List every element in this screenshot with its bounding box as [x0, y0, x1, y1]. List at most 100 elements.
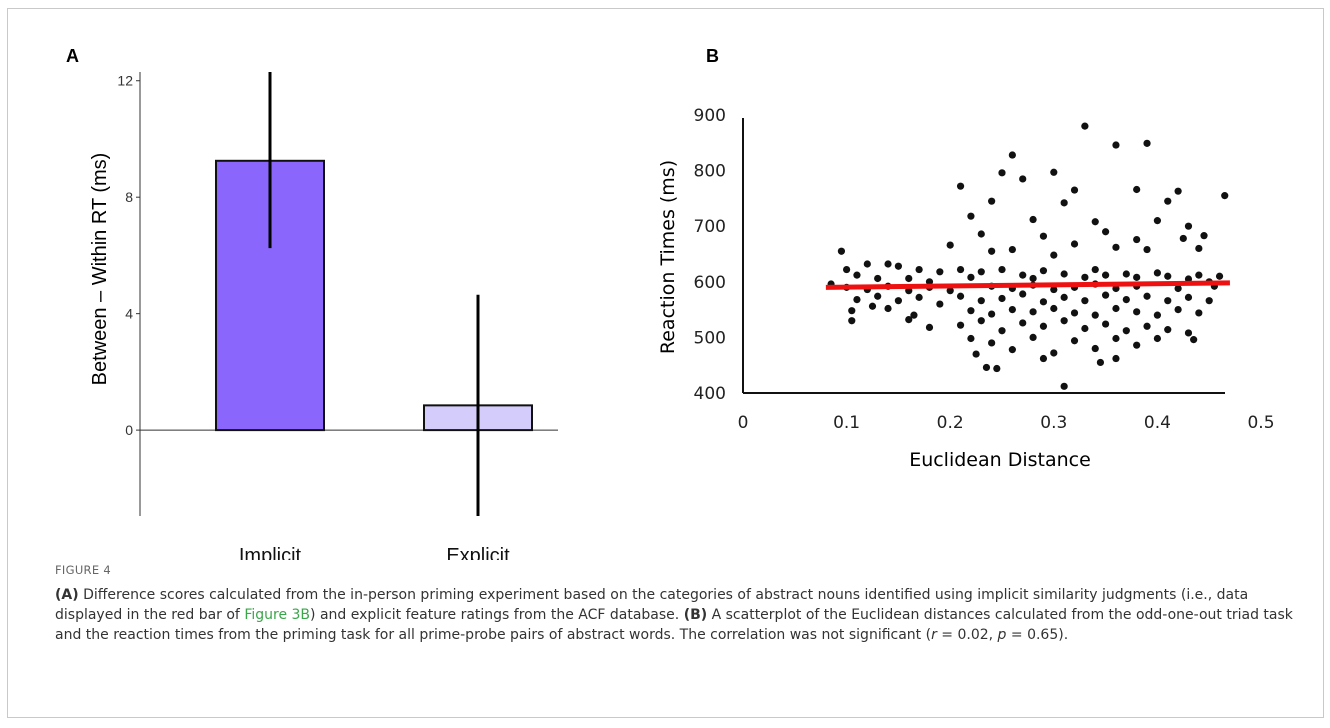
caption-a-text-1: Difference scores calculated from the in… [55, 587, 1249, 623]
data-point [1091, 311, 1099, 319]
data-point [1112, 334, 1120, 343]
ytick-label-b: 900 [694, 106, 726, 126]
data-point [915, 265, 923, 274]
data-point [905, 316, 913, 324]
data-point [1215, 272, 1224, 280]
data-point [1050, 285, 1058, 294]
data-point [956, 321, 965, 329]
data-point [1029, 274, 1037, 283]
data-point [1081, 273, 1089, 281]
ytick-label-b: 800 [694, 162, 726, 182]
data-point [1091, 218, 1099, 226]
ytick-label-a: 8 [125, 189, 133, 205]
data-point [946, 241, 954, 249]
data-point [1060, 270, 1068, 278]
data-point [853, 271, 861, 279]
axes-b [742, 118, 1225, 394]
data-point [1070, 337, 1079, 345]
data-point [1060, 382, 1068, 390]
data-point [925, 323, 934, 331]
data-point [998, 294, 1006, 303]
data-point [1060, 199, 1068, 207]
data-point [848, 307, 856, 315]
data-point [1190, 336, 1198, 344]
figure-3b-link[interactable]: Figure 3B [244, 607, 311, 623]
data-point [1122, 327, 1130, 335]
data-point [1195, 271, 1203, 279]
axes-a [139, 72, 558, 516]
data-point [1070, 240, 1079, 248]
data-point [1112, 304, 1120, 313]
data-point [946, 287, 954, 295]
data-point [1019, 319, 1027, 327]
yticks-a: 0 4 8 12 [117, 73, 140, 438]
data-point [1133, 273, 1141, 281]
data-point [884, 260, 892, 268]
data-point [1164, 197, 1172, 205]
bars-a [215, 159, 533, 432]
data-point [988, 247, 996, 255]
data-point [868, 302, 877, 310]
caption-a-text-2: ) and explicit feature ratings from the … [310, 607, 684, 623]
data-point [1091, 265, 1099, 274]
data-point [1153, 311, 1161, 319]
data-point [1008, 346, 1016, 354]
regression-line [825, 280, 1230, 290]
data-point [905, 274, 913, 283]
xtick-label-b: 0.2 [937, 413, 964, 433]
data-point [998, 327, 1006, 335]
data-point [1153, 269, 1161, 277]
data-point [1050, 304, 1058, 313]
panel-a-label: A [66, 46, 79, 66]
data-point [1039, 267, 1048, 275]
data-point [1164, 272, 1172, 280]
data-point [1050, 349, 1058, 357]
xticks-b: 0 0.1 0.2 0.3 0.4 0.5 [738, 413, 1275, 433]
data-point [1050, 168, 1058, 176]
data-point [1133, 185, 1141, 194]
data-point [1029, 333, 1037, 341]
data-point [874, 274, 882, 283]
data-point [1174, 187, 1182, 195]
data-point [1184, 222, 1193, 230]
data-point [972, 350, 980, 358]
data-point [988, 197, 996, 205]
caption-b-tag: (B) [683, 607, 708, 623]
ytick-label-b: 700 [694, 217, 726, 237]
data-point [1102, 291, 1110, 299]
data-point [1122, 295, 1130, 304]
data-point [925, 278, 934, 286]
data-point [977, 268, 985, 276]
scatter-chart-panel-b: 400 500 600 700 800 900 0 0.1 0.2 0.3 0.4 0.5 Reac… [657, 106, 1275, 471]
data-point [1153, 334, 1161, 343]
fit-line-b [825, 280, 1230, 290]
data-point [1081, 122, 1089, 130]
data-point [1122, 270, 1130, 278]
caption-p-symbol: p [997, 627, 1007, 643]
data-point [1179, 234, 1187, 243]
ytick-label-a: 0 [125, 422, 133, 438]
data-point [1143, 322, 1151, 330]
data-point [936, 300, 944, 308]
data-point [1081, 324, 1089, 333]
caption-r-value: = 0.02, [936, 627, 998, 643]
data-point [1153, 217, 1161, 225]
data-point [967, 273, 975, 281]
data-point [1200, 232, 1208, 240]
data-point [1008, 306, 1016, 314]
data-point [977, 317, 985, 325]
data-point [884, 304, 892, 313]
data-point [1039, 298, 1048, 306]
x-axis-label-b: Euclidean Distance [909, 449, 1091, 471]
xtick-label-b: 0.3 [1040, 413, 1067, 433]
category-label-implicit: Implicit [239, 545, 302, 560]
data-point [1112, 354, 1120, 363]
data-point [1096, 358, 1105, 367]
data-point [1195, 309, 1203, 317]
data-point [1070, 309, 1079, 317]
y-axis-label-a: Between – Within RT (ms) [89, 153, 111, 386]
bar-chart-panel-a: 0 4 8 12 Implicit Explicit Between – Within … [89, 72, 558, 560]
data-point [1102, 271, 1110, 279]
ytick-label-b: 500 [694, 328, 726, 348]
categories-a: Implicit Explicit [239, 545, 510, 560]
